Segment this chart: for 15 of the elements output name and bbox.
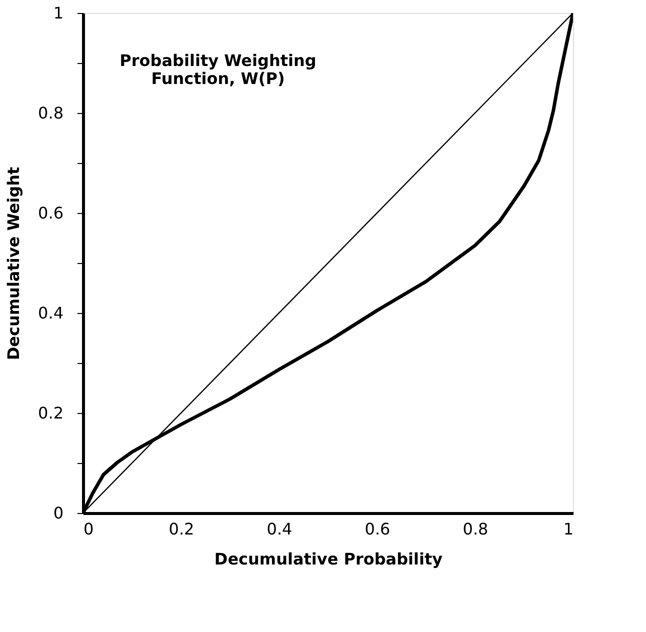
y-tick-label: 0.2 [38, 404, 64, 422]
x-tick-label: 0.8 [462, 520, 488, 538]
y-tick-label: 0.6 [38, 204, 64, 222]
y-axis-title: Decumulative Weight [4, 166, 24, 360]
y-tick-label: 0.4 [38, 304, 64, 322]
text: Probability Weighting Function, W(P) [120, 51, 316, 88]
x-tick-label: 0 [84, 520, 94, 538]
x-tick-label: 0.6 [364, 520, 390, 538]
x-tick-label: 0.4 [266, 520, 292, 538]
y-tick-label: 1 [53, 4, 64, 22]
y-tick-label: 0 [53, 504, 64, 522]
x-axis-title: Decumulative Probability [214, 550, 444, 568]
y-tick-label: 0.8 [38, 104, 64, 122]
x-tick-label: 1 [563, 520, 574, 538]
x-tick-label: 0.2 [168, 520, 194, 538]
